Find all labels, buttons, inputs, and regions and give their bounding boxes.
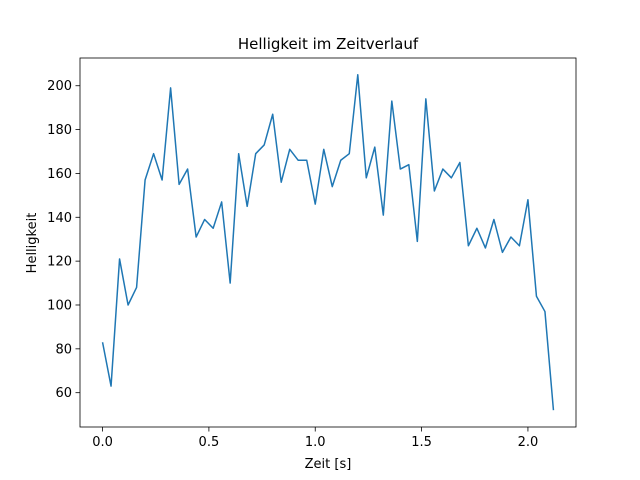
y-tick-label: 200 (47, 79, 72, 94)
y-tick-label: 100 (47, 298, 72, 313)
x-tick-label: 2.0 (518, 435, 539, 450)
y-tick-label: 140 (47, 211, 72, 226)
chart-title: Helligkeit im Zeitverlauf (238, 35, 419, 53)
plot-area: 0.0 0.5 1.0 1.5 2.0 60 80 100 120 140 160 180 200 (47, 57, 577, 450)
x-axis-label: Zeit [s] (305, 457, 352, 472)
y-tick-label: 60 (55, 386, 72, 401)
x-tick-label: 1.5 (411, 435, 432, 450)
series-line-0 (101, 74, 555, 411)
y-tick-label: 180 (47, 123, 72, 138)
y-tick-label: 160 (47, 167, 72, 182)
x-tick-label: 0.0 (92, 435, 113, 450)
plot-frame (79, 57, 577, 428)
y-axis-label: Helligkeit (25, 213, 40, 274)
x-tick-label: 0.5 (199, 435, 220, 450)
y-tick-label: 80 (55, 342, 72, 357)
x-tick-label: 1.0 (305, 435, 326, 450)
y-tick-label: 120 (47, 255, 72, 270)
